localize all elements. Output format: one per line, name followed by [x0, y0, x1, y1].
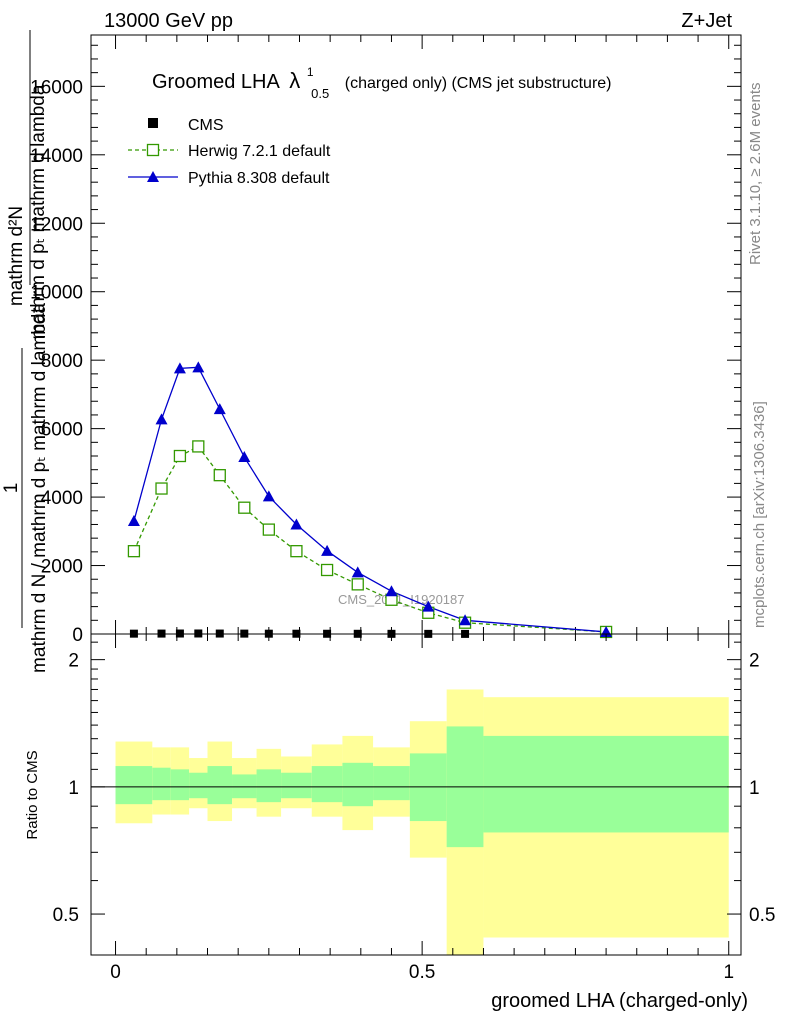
ratio-band-inner [342, 762, 374, 807]
herwig-point [127, 545, 141, 558]
ratio-x-tick-label: 1 [723, 962, 734, 983]
pythia-point [238, 451, 251, 463]
ratio-band-inner [232, 774, 257, 799]
title-main: Groomed LHA [152, 71, 280, 93]
ylabel-denominator: mathrm d pₜ mathrm d lambda [28, 84, 49, 339]
mcplots-label: mcplots.cern.ch [arXiv:1306.3436] [751, 401, 768, 628]
herwig-point [238, 501, 251, 514]
pythia-point [213, 403, 226, 415]
pythia-point [422, 600, 435, 612]
header-left: 13000 GeV pp [104, 10, 233, 32]
main-panel: 0 2000 4000 6000 8000 10000 12000 14000 16000 Gr… [30, 34, 742, 646]
ylabel-numerator: mathrm d²N [6, 206, 27, 306]
ratio-x-axis: 0 0.5 1 [110, 634, 734, 983]
legend-herwig-label: Herwig 7.2.1 default [188, 143, 331, 160]
ratio-y-tick-label-right: 2 [749, 651, 760, 672]
herwig-point [351, 578, 364, 591]
header-right: Z+Jet [681, 10, 732, 32]
ratio-bands-layer [115, 689, 729, 955]
title-symbol: λ [289, 68, 300, 93]
pythia-point [385, 585, 398, 597]
main-y-label: mathrm d²N mathrm d pₜ mathrm d lambda 1… [1, 30, 50, 673]
main-y-tick-label: 12000 [30, 214, 83, 235]
ratio-y-tick-label: 1 [68, 778, 79, 799]
main-y-tick-label: 0 [72, 625, 83, 646]
pythia-point [459, 614, 472, 626]
ratio-x-tick-label: 0 [110, 962, 121, 983]
main-y-tick-label: 8000 [41, 351, 83, 372]
main-y-tick-label: 2000 [41, 557, 83, 578]
ratio-y-axis: 0.5 0.5 1 1 2 2 [53, 641, 775, 926]
ratio-band-inner [483, 735, 729, 833]
ratio-band-inner [373, 766, 410, 801]
legend-herwig-marker [146, 143, 160, 157]
pythia-point [155, 413, 168, 425]
cms-point [194, 629, 203, 638]
ratio-panel: 0.5 0.51 12 2 0 0.5 1 Ratio to CMS groomed LH… [24, 633, 775, 1012]
legend-pythia-label: Pythia 8.308 default [188, 170, 330, 187]
ratio-frame [90, 633, 742, 956]
title-subscript: 0.5 [311, 86, 329, 101]
ratio-y-label: Ratio to CMS [24, 750, 41, 839]
main-y-axis: 0 2000 4000 6000 8000 10000 12000 14000 16000 [30, 44, 741, 646]
herwig-point [290, 545, 303, 558]
ylabel-one: 1 [1, 483, 22, 494]
herwig-point [262, 523, 275, 536]
ratio-y-tick-label: 0.5 [53, 905, 79, 926]
ratio-band-inner [152, 767, 171, 801]
pythia-point [351, 566, 364, 578]
plot-title: Groomed LHA λ 1 0.5 (charged only) (CMS … [152, 59, 612, 103]
ratio-band-inner [170, 769, 190, 801]
herwig-point [320, 563, 334, 577]
herwig-point [213, 469, 226, 482]
legend: CMS Herwig 7.2.1 default Pythia 8.308 de… [128, 117, 331, 187]
ratio-band-inner [281, 772, 312, 799]
pythia-point [290, 518, 303, 530]
pythia-point [192, 361, 205, 373]
ratio-band-inner [189, 772, 208, 799]
ratio-band-inner [115, 766, 153, 805]
ratio-y-tick-label-right: 1 [749, 778, 760, 799]
ratio-y-tick-label-right: 0.5 [749, 905, 775, 926]
ratio-band-inner [256, 769, 282, 803]
pythia-point [262, 490, 275, 502]
title-rest: (charged only) (CMS jet substructure) [345, 75, 612, 92]
main-y-tick-label: 14000 [30, 146, 83, 167]
legend-cms-label: CMS [188, 117, 224, 134]
main-y-tick-label: 10000 [30, 283, 83, 304]
ylabel-bottom: mathrm d N / mathrm d pₜ mathrm d lambda [29, 303, 50, 673]
main-y-tick-label: 4000 [41, 488, 83, 509]
x-axis-label: groomed LHA (charged-only) [491, 990, 748, 1012]
herwig-point [155, 482, 168, 495]
herwig-point [173, 449, 187, 463]
ratio-band-inner [311, 766, 343, 803]
herwig-line [133, 445, 607, 633]
ratio-y-tick-label: 2 [68, 651, 79, 672]
rivet-version-label: Rivet 3.1.10, ≥ 2.6M events [747, 83, 764, 266]
main-y-tick-label: 6000 [41, 420, 83, 441]
ratio-band-inner [207, 766, 233, 805]
pythia-point [321, 544, 334, 556]
legend-pythia-marker [147, 171, 159, 182]
main-y-tick-label: 16000 [30, 77, 83, 98]
pythia-point [173, 362, 186, 374]
pythia-point [127, 515, 140, 527]
title-superscript: 1 [307, 65, 314, 79]
analysis-watermark: CMS_2021_I1920187 [338, 592, 465, 607]
ratio-x-tick-label: 0.5 [409, 962, 435, 983]
legend-cms-marker [148, 118, 158, 128]
herwig-point [192, 440, 205, 453]
